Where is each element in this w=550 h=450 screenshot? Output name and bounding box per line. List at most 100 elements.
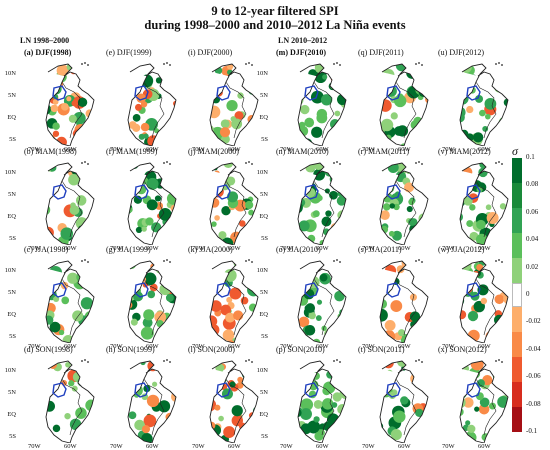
coastline (209, 63, 259, 146)
spi-anomaly-patch (156, 167, 162, 173)
longitude-tick-label: 70W (362, 443, 375, 450)
colorbar-segment (512, 282, 522, 308)
spi-anomaly-patch (48, 373, 56, 381)
country-border (143, 278, 165, 336)
colorbar-tick-label: -0.1 (526, 427, 538, 435)
latitude-tick-label: 5N (260, 289, 268, 296)
spi-anomaly-patch (230, 116, 237, 122)
longitude-tick-label: 60W (478, 443, 491, 450)
spi-anomaly-patch (332, 392, 342, 402)
spi-anomaly-patch (340, 216, 346, 225)
spi-anomaly-patch (325, 210, 332, 217)
spi-anomaly-patch (380, 376, 389, 389)
spi-anomaly-patch (56, 64, 69, 77)
spi-anomaly-patch (393, 410, 406, 423)
spi-anomaly-patch (326, 137, 334, 145)
spi-anomaly-patch (46, 134, 56, 145)
colorbar-tick-label: -0.08 (526, 399, 541, 408)
longitude-tick-label: 60W (228, 245, 241, 252)
study-region-outline (304, 85, 319, 101)
latitude-tick-label: EQ (7, 213, 16, 220)
spi-anomaly-patch (210, 197, 220, 208)
island-mark (248, 259, 250, 261)
longitude-tick-label: 70W (362, 245, 375, 252)
spi-anomaly-patch (219, 127, 231, 138)
spi-anomaly-patch (486, 212, 499, 225)
longitude-tick-label: 60W (316, 443, 329, 450)
coastline (379, 63, 429, 146)
spi-anomaly-patch (210, 76, 217, 89)
longitude-tick-label: 60W (478, 245, 491, 252)
spi-anomaly-patch (462, 167, 473, 177)
country-border (395, 278, 417, 336)
spi-anomaly-patch (159, 140, 171, 146)
map-panel: (q) DJF(2011) 70W 60W (352, 48, 434, 153)
island-mark (333, 360, 335, 362)
island-mark (251, 64, 253, 66)
latitude-tick-label: EQ (259, 114, 268, 121)
spi-anomaly-patch (335, 79, 344, 88)
study-region-outline (216, 282, 231, 298)
island-mark (248, 359, 250, 361)
island-mark (245, 162, 247, 164)
spi-anomaly-patch (495, 139, 507, 146)
spi-anomaly-patch (214, 215, 220, 221)
spi-anomaly-patch (394, 126, 404, 136)
study-region-outline (466, 282, 481, 298)
colorbar: 0.1 0.08 0.06 0.04 0.02 0 -0.02 -0.04 -0.06 -0.08… (512, 153, 541, 435)
country-border (143, 378, 165, 436)
spi-anomaly-patch (460, 171, 470, 185)
colombia-map (209, 359, 259, 443)
spi-anomaly-patch (169, 138, 175, 144)
spi-anomaly-patch (500, 332, 508, 343)
spi-anomaly-patch (128, 430, 132, 441)
panel-label: (d) SON(1998) (24, 345, 73, 354)
island-mark (169, 361, 171, 363)
spi-anomaly-patch (307, 276, 320, 289)
country-border (143, 180, 165, 238)
latitude-tick-label: 5S (261, 333, 268, 340)
spi-anomaly-patch (128, 134, 134, 142)
coastline (127, 63, 177, 146)
latitude-tick-label: 5S (261, 235, 268, 242)
spi-anomaly-patch (314, 70, 327, 84)
spi-anomaly-patch (223, 268, 237, 282)
panel-label: (v) MAM(2012) (438, 147, 491, 156)
country-border (225, 278, 247, 336)
study-region-outline (386, 184, 401, 200)
spi-anomaly-patch (46, 87, 50, 96)
coastline (297, 162, 347, 245)
spi-anomaly-patch (214, 338, 222, 343)
island-mark (339, 163, 341, 165)
spi-anomaly-patch (140, 101, 148, 108)
study-region-outline (216, 184, 231, 200)
latitude-tick-label: 10N (4, 169, 16, 176)
study-region-outline (304, 382, 319, 398)
island-mark (163, 63, 165, 65)
spi-anomaly-patch (141, 226, 147, 232)
spi-anomaly-patch (159, 283, 172, 296)
coastline (379, 162, 429, 245)
spi-anomaly-patch (92, 116, 94, 123)
spi-anomaly-patch (422, 163, 428, 170)
spi-anomaly-patch (380, 163, 387, 168)
spi-anomaly-patch (77, 377, 87, 387)
spi-anomaly-patch (214, 139, 222, 146)
spi-anomaly-patch (336, 196, 346, 206)
study-region-outline (134, 282, 149, 298)
spi-anomaly-patch (333, 279, 342, 288)
colorbar-segment (512, 382, 522, 408)
spi-anomaly-patch (143, 309, 155, 321)
spi-anomaly-patch (465, 133, 474, 142)
map-panel: (j) MAM(2000) 70W 60W (182, 147, 264, 252)
island-mark (418, 259, 420, 261)
spi-anomaly-patch (418, 237, 425, 244)
spi-anomaly-patch (233, 310, 244, 321)
island-mark (418, 359, 420, 361)
map-panel: (l) SON(2000) 70W 60W (182, 345, 264, 450)
colombia-map (127, 161, 177, 245)
coastline (459, 162, 509, 245)
spi-anomaly-patch (499, 203, 507, 210)
longitude-tick-label: 60W (316, 146, 329, 153)
island-mark (339, 64, 341, 66)
